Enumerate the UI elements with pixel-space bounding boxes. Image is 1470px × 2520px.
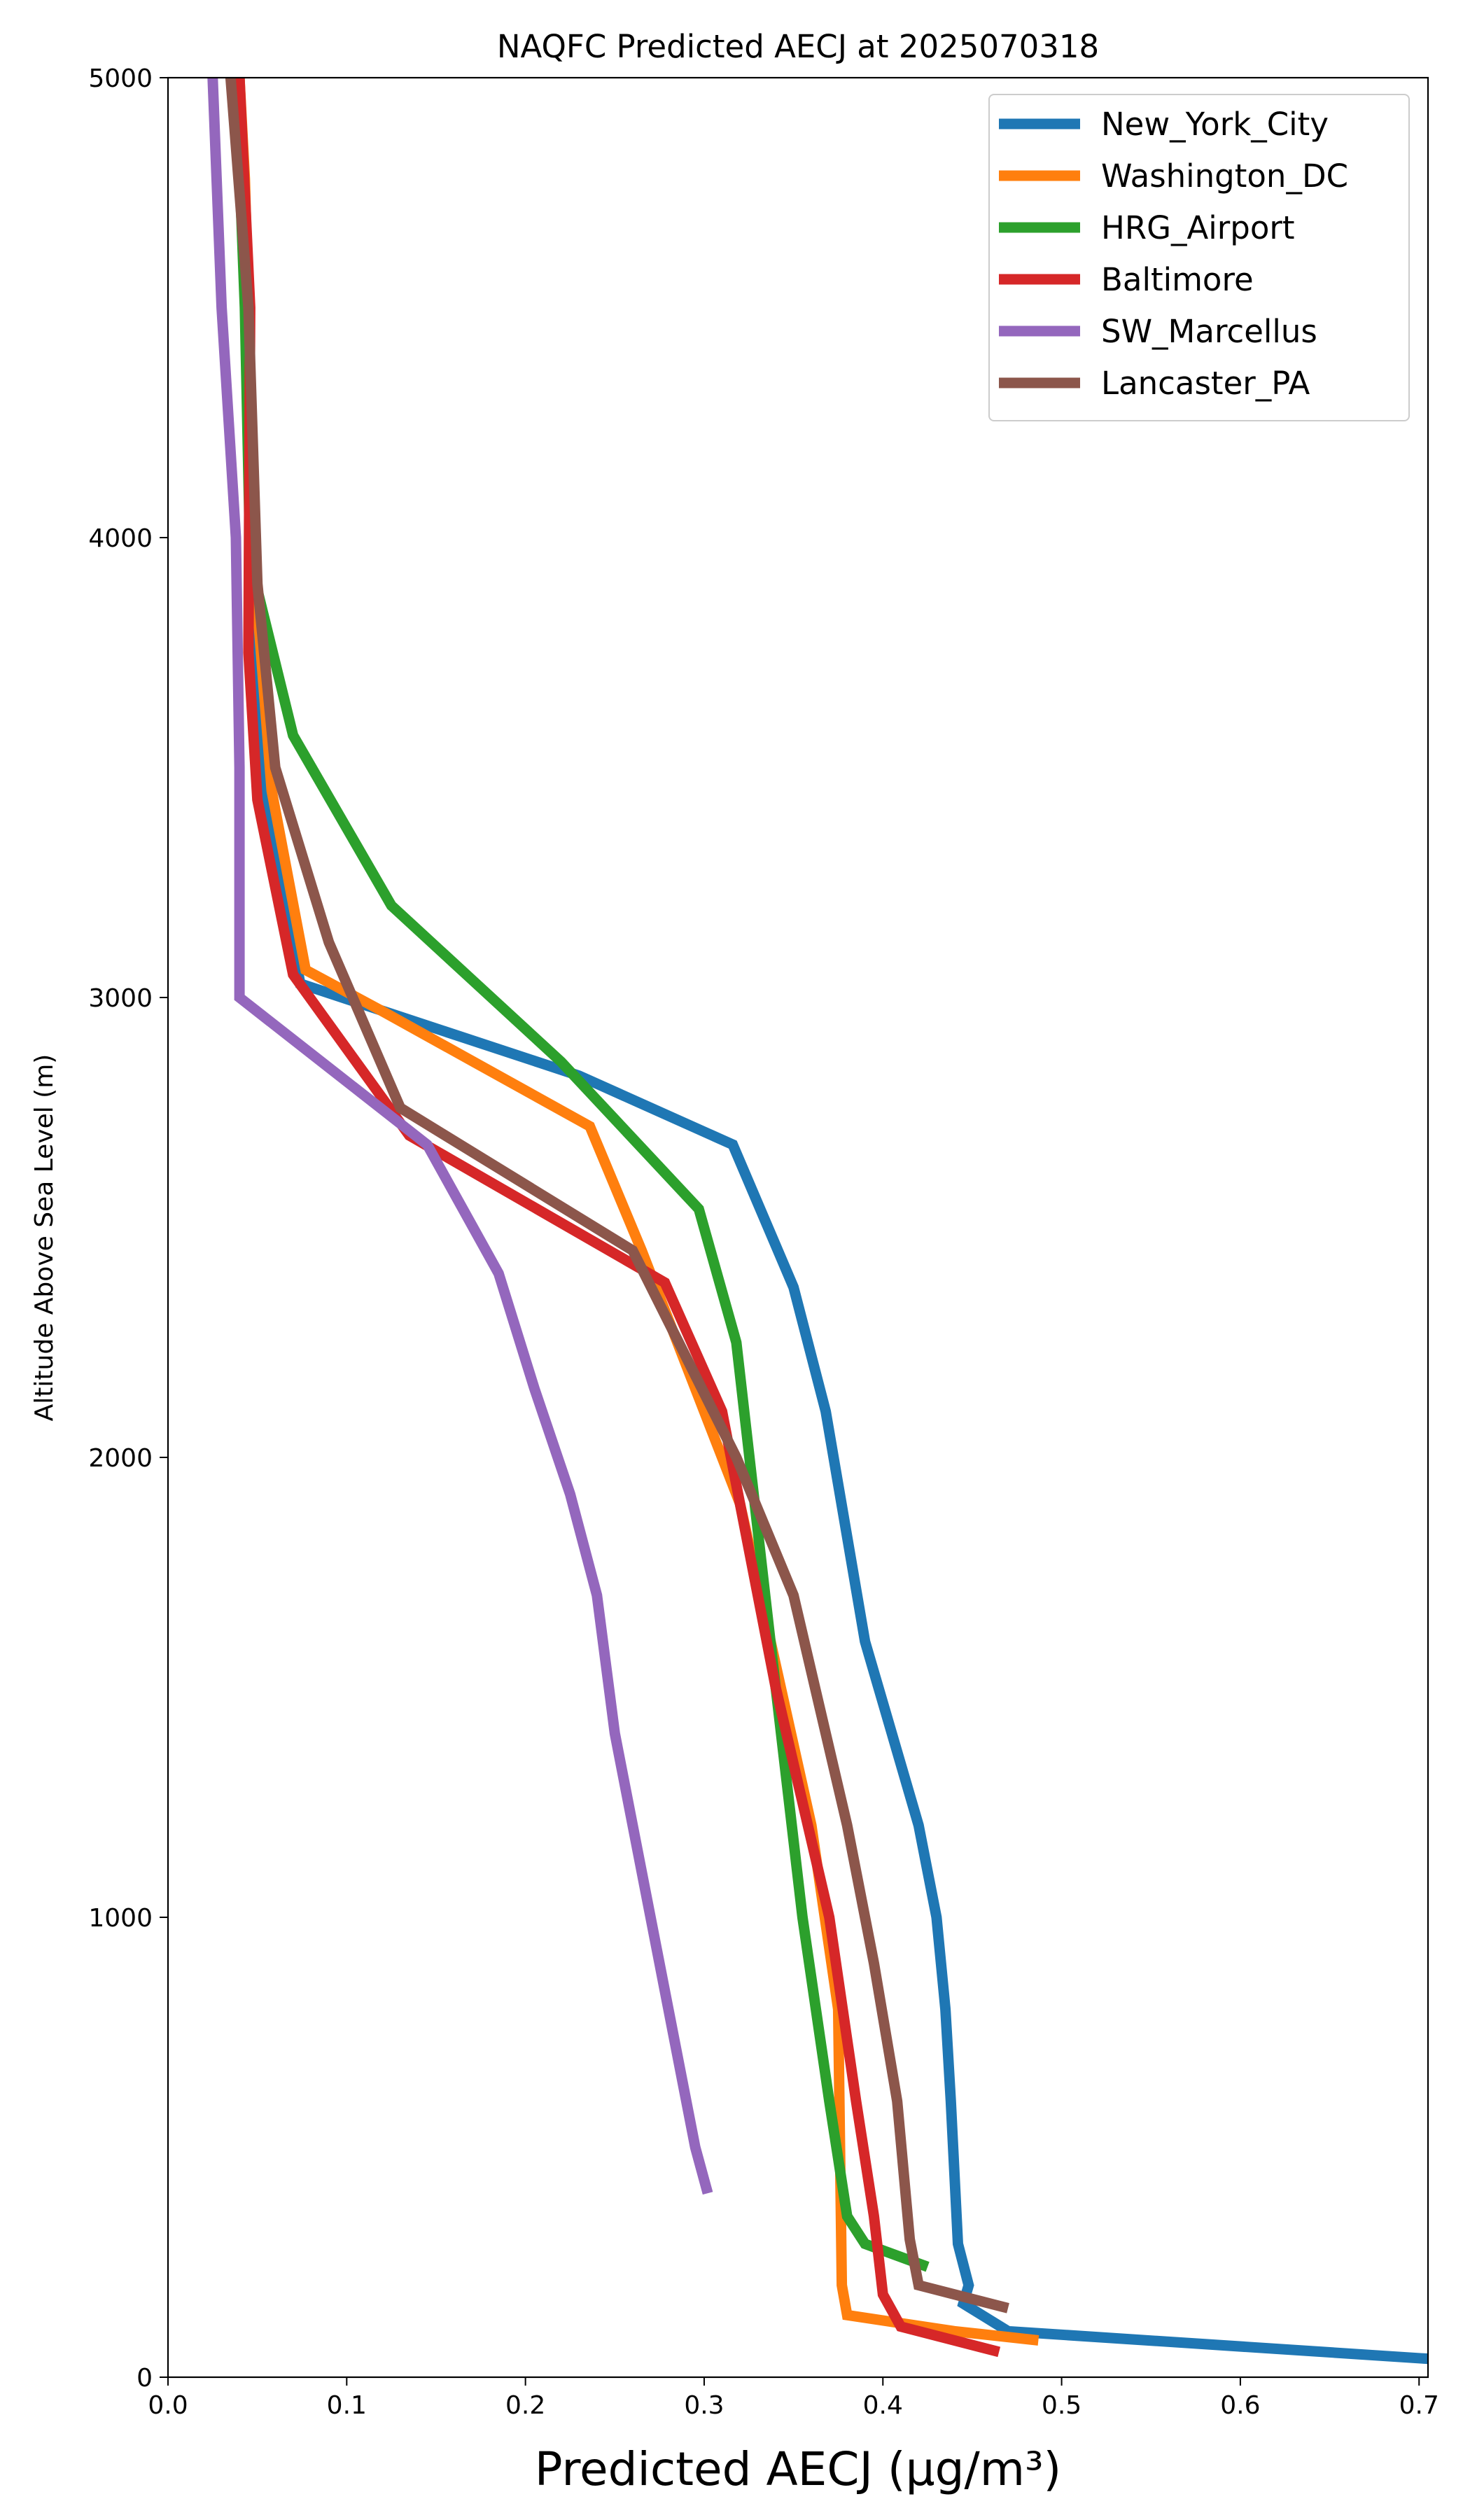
- x-tick-label: 0.6: [1220, 2391, 1260, 2420]
- x-tick-label: 0.0: [148, 2391, 188, 2420]
- series-line-lancaster-pa: [225, 78, 1009, 2314]
- y-tick-label: 4000: [88, 524, 153, 553]
- series-line-baltimore: [234, 78, 1001, 2358]
- x-axis-ticks: 0.0 0.1 0.2 0.3 0.4 0.5 0.6 0.7: [148, 2377, 1439, 2420]
- x-tick-label: 0.7: [1399, 2391, 1439, 2420]
- legend: New_York_City Washington_DC HRG_Airport Bal…: [988, 94, 1410, 421]
- y-axis-label: Altitude Above Sea Level (m): [30, 1054, 59, 1422]
- y-tick-label: 1000: [88, 1904, 153, 1933]
- x-axis-label: Predicted AECJ (μg/m³): [535, 2442, 1062, 2496]
- plot-frame: [167, 76, 1429, 2379]
- legend-label: Lancaster_PA: [1101, 365, 1310, 402]
- y-tick-label: 3000: [88, 984, 153, 1013]
- series-layer: [207, 78, 1428, 2365]
- x-tick-label: 0.3: [684, 2391, 724, 2420]
- series-line-new-york-city: [234, 78, 1428, 2365]
- series-line-washington-dc: [234, 78, 1040, 2346]
- y-axis-ticks: 0 1000 2000 3000 4000 5000: [88, 64, 168, 2393]
- y-tick-label: 0: [136, 2364, 153, 2393]
- x-tick-label: 0.1: [327, 2391, 367, 2420]
- legend-label: SW_Marcellus: [1101, 313, 1317, 350]
- plot-area: [167, 76, 1429, 2379]
- series-line-sw-marcellus: [207, 78, 713, 2195]
- x-tick-label: 0.4: [863, 2391, 903, 2420]
- legend-frame: [988, 94, 1410, 421]
- y-tick-label: 2000: [88, 1444, 153, 1473]
- x-tick-label: 0.5: [1042, 2391, 1082, 2420]
- legend-label: Baltimore: [1101, 261, 1254, 298]
- x-tick-label: 0.2: [505, 2391, 545, 2420]
- chart-title: NAQFC Predicted AECJ at 2025070318: [497, 28, 1099, 65]
- legend-label: New_York_City: [1101, 106, 1329, 143]
- legend-label: Washington_DC: [1101, 158, 1348, 195]
- legend-label: HRG_Airport: [1101, 209, 1295, 246]
- y-tick-label: 5000: [88, 64, 153, 93]
